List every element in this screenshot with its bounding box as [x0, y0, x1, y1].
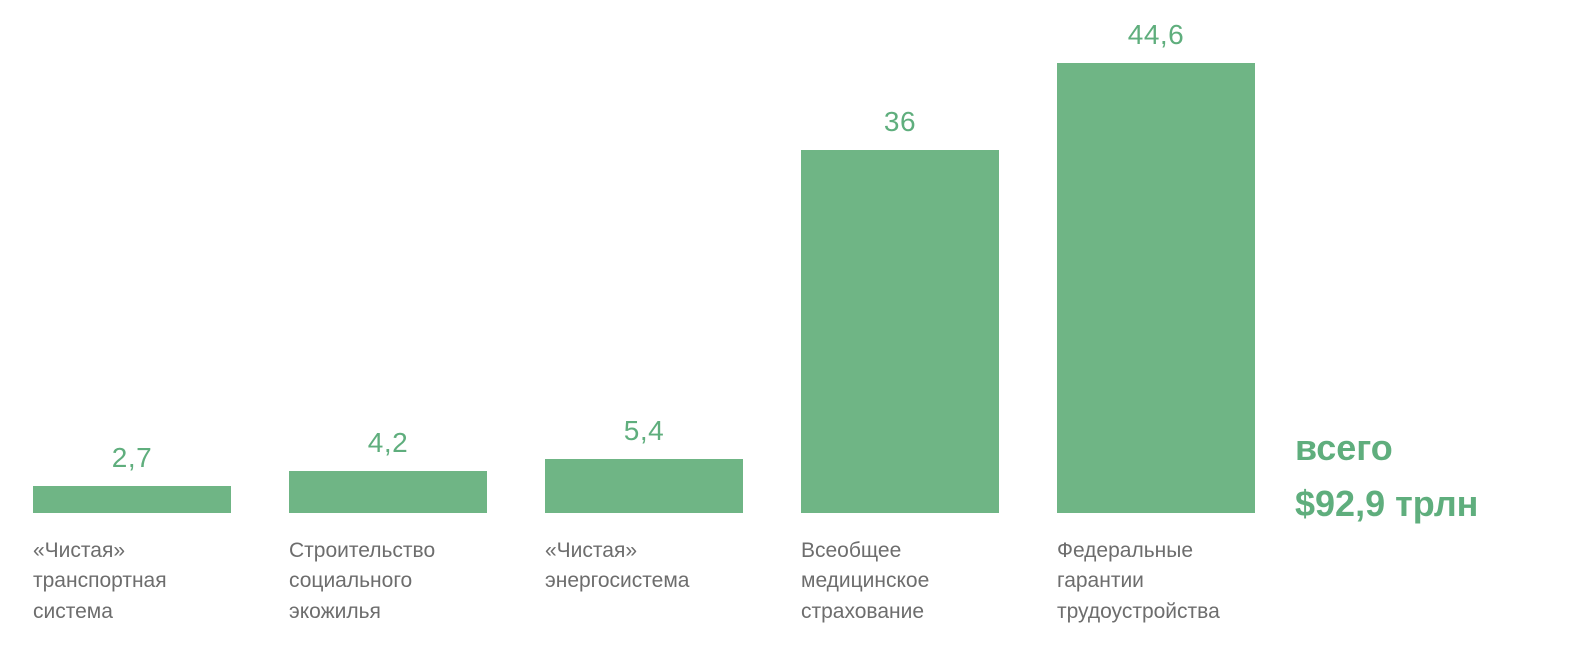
bar-rect — [545, 459, 743, 513]
total-annotation: всего $92,9 трлн — [1295, 420, 1478, 532]
bar-column: 2,7 — [33, 444, 231, 513]
bar-rect — [1057, 63, 1255, 513]
bar-value-label: 36 — [883, 106, 917, 137]
bar-rect — [289, 471, 487, 513]
bar-category-label: Федеральные гарантии трудоустройства — [1057, 539, 1220, 623]
bar-category-label: «Чистая» транспортная система — [33, 539, 167, 623]
total-annotation-word: всего — [1295, 427, 1393, 468]
bar-column: 36 — [801, 108, 999, 513]
bar-value-label: 5,4 — [623, 415, 665, 446]
bar-category-label: Строительство социального экожилья — [289, 539, 436, 623]
bar-value-label: 44,6 — [1127, 19, 1185, 50]
bar-column: 5,4 — [545, 417, 743, 513]
bar-category-label: «Чистая» энергосистема — [545, 539, 690, 593]
bar-rect — [33, 486, 231, 513]
bar-column: 4,2 — [289, 429, 487, 513]
bar-category-label: Всеобщее медицинское страхование — [801, 539, 930, 623]
bar-rect — [801, 150, 999, 513]
bar-column: 44,6 — [1057, 21, 1255, 513]
chart-bars-area: 2,7 4,2 5,4 36 44,6 — [33, 0, 1255, 513]
bar-value-label: 4,2 — [367, 427, 409, 458]
total-annotation-amount: $92,9 трлн — [1295, 482, 1479, 524]
chart-category-labels: «Чистая» транспортная система Строительст… — [33, 536, 1255, 627]
bar-value-label: 2,7 — [111, 442, 153, 473]
